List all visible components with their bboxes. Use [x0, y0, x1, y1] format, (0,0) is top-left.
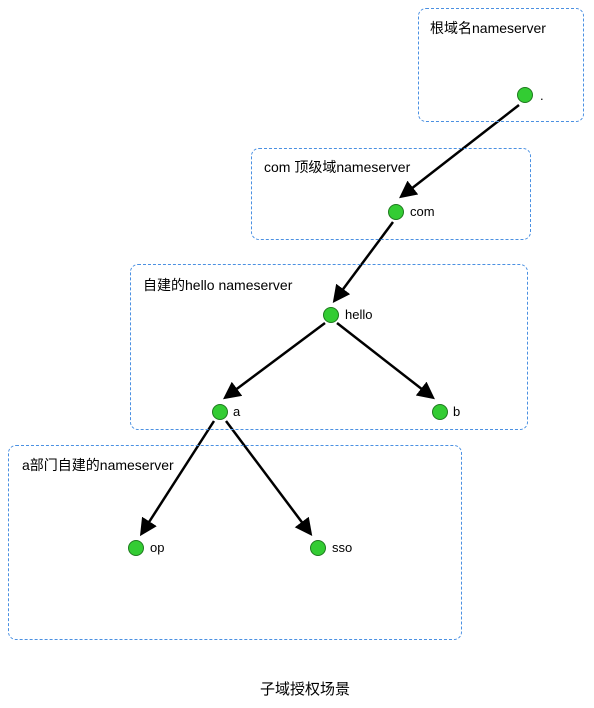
com-node-label: com	[410, 204, 435, 219]
hello-node-label: hello	[345, 307, 372, 322]
op-node	[128, 540, 144, 556]
op-node-label: op	[150, 540, 164, 555]
a-node	[212, 404, 228, 420]
root-node-label: .	[540, 88, 544, 103]
hello-box-label: 自建的hello nameserver	[143, 275, 292, 295]
com-node	[388, 204, 404, 220]
root-box-label: 根域名nameserver	[430, 18, 546, 38]
b-node	[432, 404, 448, 420]
b-node-label: b	[453, 404, 460, 419]
a-node-label: a	[233, 404, 240, 419]
sso-node-label: sso	[332, 540, 352, 555]
sso-node	[310, 540, 326, 556]
a-box-label: a部门自建的nameserver	[22, 455, 174, 475]
com-box-label: com 顶级域nameserver	[264, 157, 410, 177]
root-node	[517, 87, 533, 103]
hello-node	[323, 307, 339, 323]
caption: 子域授权场景	[260, 678, 350, 699]
